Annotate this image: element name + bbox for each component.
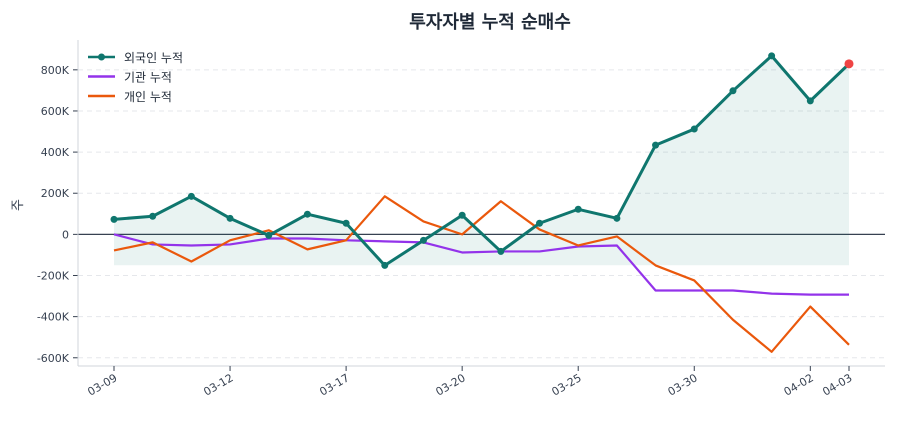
x-tick-label: 03-12 — [201, 371, 235, 398]
data-point — [806, 97, 814, 105]
legend-label: 개인 누적 — [124, 90, 172, 104]
series-line-0 — [113, 54, 851, 267]
y-tick-label: -400K — [37, 311, 70, 324]
x-tick-label: 04-02 — [782, 371, 816, 398]
data-point — [187, 192, 195, 200]
data-point — [226, 214, 234, 222]
data-point — [497, 247, 505, 255]
x-tick-label: 03-20 — [433, 371, 467, 398]
y-tick-label: 0 — [62, 228, 69, 241]
x-tick-label: 03-30 — [666, 371, 700, 398]
y-axis-label: 주 — [11, 199, 26, 211]
x-tick-label: 03-09 — [85, 371, 119, 398]
x-tick-label: 04-03 — [820, 371, 854, 398]
x-tick-label: 03-17 — [317, 371, 351, 398]
data-point — [729, 87, 737, 95]
data-point — [110, 215, 118, 223]
data-point — [574, 205, 582, 213]
data-point — [419, 236, 427, 244]
data-point — [613, 214, 621, 222]
series-line-1 — [113, 233, 849, 296]
data-point — [768, 52, 776, 60]
data-point — [342, 219, 350, 227]
y-tick-label: -600K — [37, 352, 70, 365]
y-tick-label: 800K — [41, 64, 70, 77]
x-tick-label: 03-25 — [550, 371, 584, 398]
legend-label: 기관 누적 — [124, 71, 172, 85]
data-point — [690, 125, 698, 133]
chart-title: 투자자별 누적 순매수 — [409, 12, 571, 33]
series-line-2 — [113, 195, 850, 353]
data-point — [458, 211, 466, 219]
data-point — [149, 212, 157, 220]
y-tick-label: 400K — [41, 146, 70, 159]
y-tick-label: 200K — [41, 187, 70, 200]
y-tick-label: 600K — [41, 105, 70, 118]
series-fill-area — [114, 55, 849, 266]
data-point — [536, 219, 544, 227]
data-point — [303, 210, 311, 218]
legend-marker — [98, 53, 105, 61]
last-point-marker — [844, 59, 854, 69]
data-point — [381, 261, 389, 269]
y-tick-label: -200K — [37, 270, 70, 283]
data-point — [652, 141, 660, 149]
data-point — [265, 231, 273, 239]
legend-label: 외국인 누적 — [124, 51, 183, 65]
